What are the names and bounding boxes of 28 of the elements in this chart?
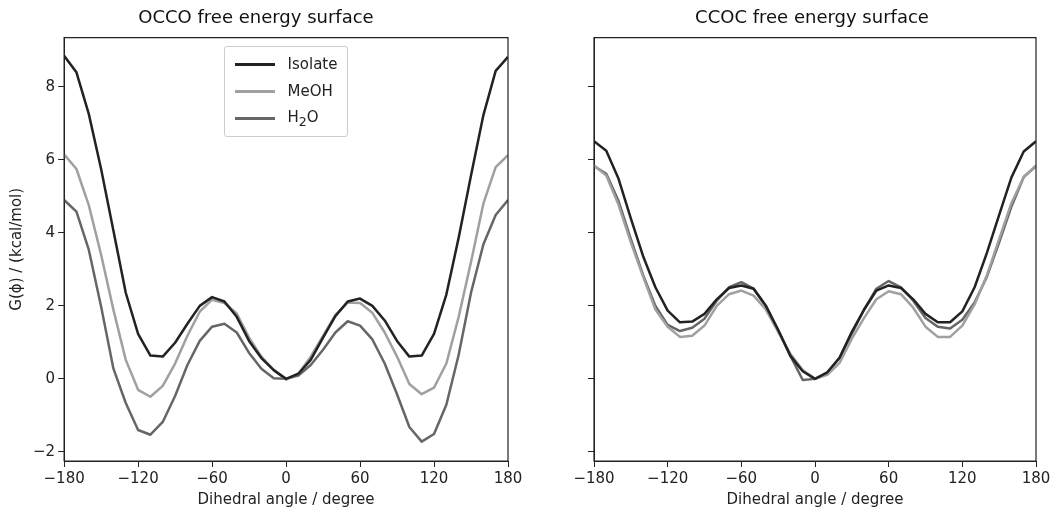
legend-label: H$_{2}$O	[287, 107, 319, 129]
x-tick-label: −60	[196, 468, 228, 487]
legend-label: Isolate	[287, 55, 338, 74]
x-tick-label: 180	[1021, 468, 1051, 487]
y-tick-label: 6	[45, 149, 56, 168]
x-tick-label: 60	[350, 468, 370, 487]
x-tick-label: 60	[879, 468, 899, 487]
y-tick-label: −2	[32, 441, 56, 460]
y-axis-title: G(ϕ) / (kcal/mol)	[6, 187, 25, 311]
chart-title: CCOC free energy surface	[695, 6, 929, 28]
x-tick-label: −180	[43, 468, 85, 487]
x-tick-label: −120	[117, 468, 159, 487]
y-tick-label: 2	[45, 295, 56, 314]
x-tick-label: 0	[810, 468, 820, 487]
y-tick-label: 0	[45, 368, 56, 387]
legend-label: MeOH	[287, 82, 333, 101]
x-axis-title: Dihedral angle / degree	[726, 489, 904, 508]
x-tick-label: 120	[419, 468, 449, 487]
chart-title: OCCO free energy surface	[138, 6, 374, 28]
x-tick-label: −120	[647, 468, 689, 487]
y-tick-label: 4	[45, 222, 56, 241]
x-axis-title: Dihedral angle / degree	[197, 489, 375, 508]
x-tick-label: −60	[725, 468, 758, 487]
x-tick-label: −180	[573, 468, 615, 487]
y-tick-label: 8	[45, 76, 56, 95]
x-tick-label: 180	[493, 468, 523, 487]
x-tick-label: 0	[281, 468, 291, 487]
x-tick-label: 120	[948, 468, 977, 487]
